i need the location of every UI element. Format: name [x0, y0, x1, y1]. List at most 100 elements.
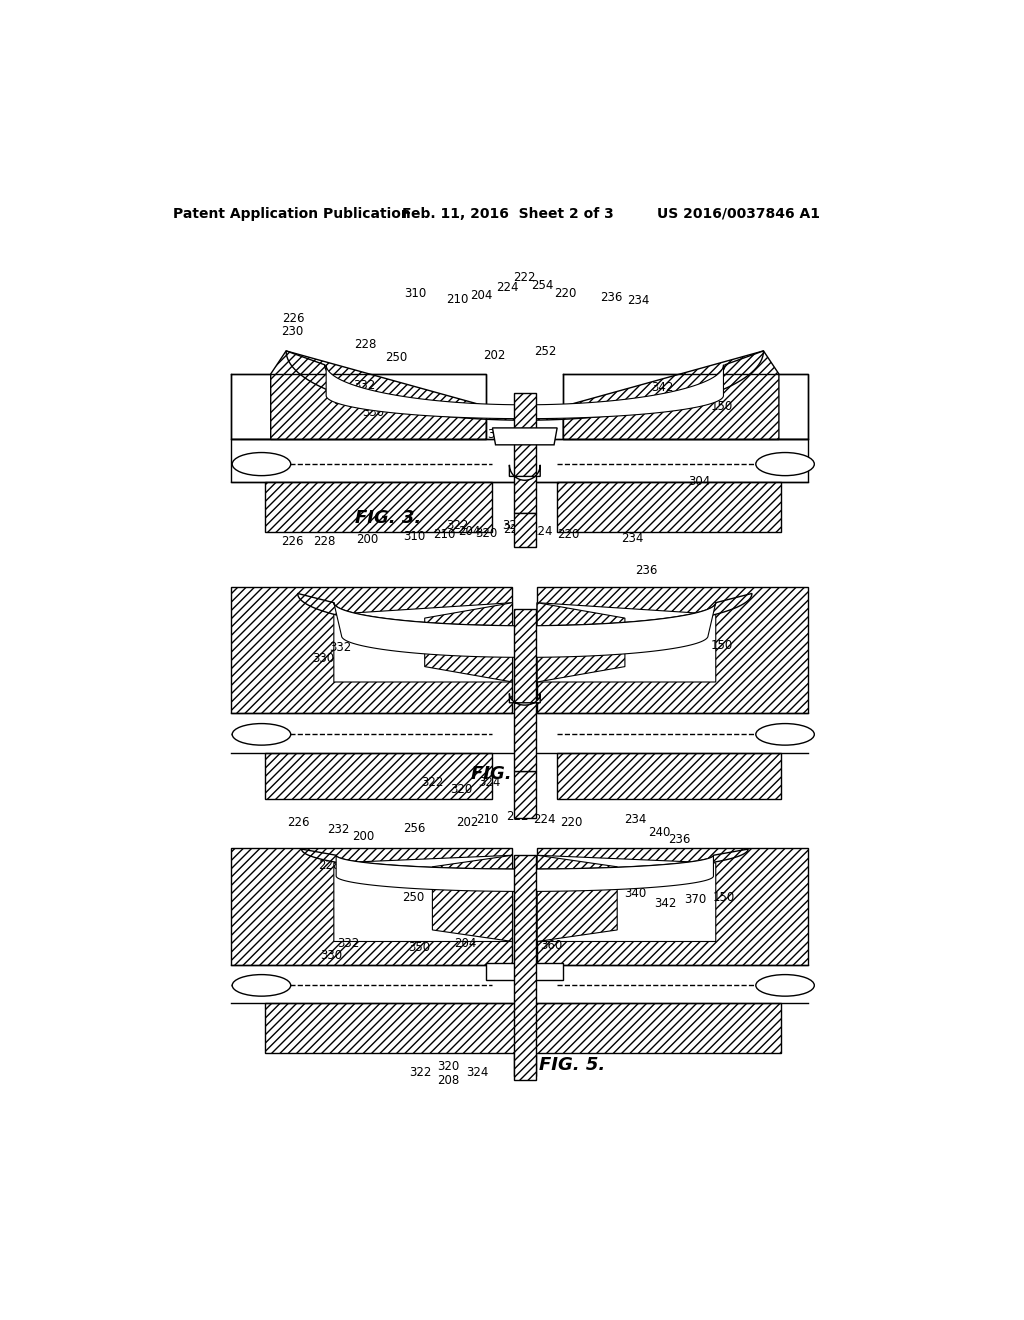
Polygon shape	[265, 752, 493, 799]
Text: 342: 342	[650, 380, 673, 393]
Polygon shape	[270, 351, 486, 440]
Text: 252: 252	[534, 345, 556, 358]
Text: 210: 210	[446, 293, 469, 306]
Text: 332: 332	[337, 937, 359, 950]
Text: 208: 208	[514, 483, 536, 496]
Text: 330: 330	[312, 652, 334, 665]
Text: 340: 340	[624, 887, 646, 900]
Text: 322: 322	[410, 1065, 432, 1078]
Text: FIG. 3.: FIG. 3.	[355, 510, 422, 527]
Text: 150: 150	[711, 639, 733, 652]
Text: 310: 310	[402, 529, 425, 543]
Text: 220: 220	[560, 816, 583, 829]
Polygon shape	[538, 855, 716, 941]
Polygon shape	[509, 693, 541, 705]
Text: 202: 202	[456, 816, 478, 829]
Text: 202: 202	[482, 348, 505, 362]
Polygon shape	[514, 771, 536, 818]
Text: 254: 254	[531, 279, 554, 292]
Text: 342: 342	[654, 898, 677, 911]
Text: 304: 304	[688, 475, 710, 488]
Polygon shape	[538, 587, 808, 713]
Polygon shape	[514, 855, 536, 1080]
Polygon shape	[230, 847, 512, 965]
Text: 222: 222	[514, 271, 536, 284]
Polygon shape	[557, 752, 781, 799]
Text: 226: 226	[287, 816, 309, 829]
Text: 208: 208	[514, 739, 536, 751]
Text: 370: 370	[684, 892, 707, 906]
Text: 232: 232	[328, 824, 349, 837]
Ellipse shape	[232, 453, 291, 475]
Ellipse shape	[756, 974, 814, 997]
Text: Feb. 11, 2016  Sheet 2 of 3: Feb. 11, 2016 Sheet 2 of 3	[402, 207, 613, 220]
Text: 360: 360	[541, 939, 563, 952]
Text: 200: 200	[356, 533, 379, 546]
Text: 234: 234	[622, 532, 644, 545]
Text: FIG. 4.: FIG. 4.	[471, 766, 538, 783]
Polygon shape	[563, 351, 779, 440]
Text: 320: 320	[451, 783, 473, 796]
Text: FIG. 5.: FIG. 5.	[539, 1056, 605, 1074]
Text: 256: 256	[403, 822, 426, 834]
Polygon shape	[265, 1003, 781, 1053]
Text: 242: 242	[575, 624, 598, 638]
Text: 150: 150	[711, 400, 733, 413]
Text: 320: 320	[475, 527, 498, 540]
Text: 350: 350	[402, 630, 424, 643]
Polygon shape	[538, 603, 625, 682]
Polygon shape	[336, 855, 714, 891]
Text: 222: 222	[507, 810, 529, 824]
Text: 322: 322	[446, 519, 469, 532]
Text: 240: 240	[648, 825, 671, 838]
Text: 222: 222	[504, 523, 526, 536]
Ellipse shape	[756, 723, 814, 744]
Text: 230: 230	[282, 325, 303, 338]
Polygon shape	[514, 1053, 536, 1076]
Text: 350: 350	[409, 941, 430, 954]
Text: US 2016/0037846 A1: US 2016/0037846 A1	[657, 207, 820, 220]
Text: 332: 332	[352, 379, 375, 392]
Text: 340: 340	[678, 634, 700, 647]
Polygon shape	[538, 855, 617, 941]
Text: 320: 320	[436, 1060, 459, 1073]
Polygon shape	[334, 855, 512, 941]
Text: 224: 224	[497, 281, 519, 294]
Polygon shape	[557, 482, 781, 532]
Polygon shape	[538, 847, 808, 965]
Text: 330: 330	[362, 407, 384, 418]
Text: 236: 236	[601, 290, 623, 304]
Text: 322: 322	[421, 776, 443, 788]
Text: 234: 234	[624, 813, 646, 825]
Text: 332: 332	[329, 640, 351, 653]
Polygon shape	[514, 609, 536, 771]
Text: 226: 226	[283, 312, 305, 325]
Text: 150: 150	[713, 891, 734, 904]
Polygon shape	[486, 964, 563, 979]
Text: 236: 236	[669, 833, 691, 846]
Polygon shape	[538, 603, 716, 682]
Polygon shape	[286, 351, 764, 420]
Text: 210: 210	[476, 813, 499, 825]
Text: 324: 324	[466, 1065, 488, 1078]
Text: Patent Application Publication: Patent Application Publication	[173, 207, 411, 220]
Polygon shape	[514, 393, 536, 512]
Text: 220: 220	[554, 286, 577, 300]
Text: 310: 310	[404, 286, 427, 300]
Polygon shape	[493, 428, 557, 445]
Text: 250: 250	[479, 622, 502, 635]
Polygon shape	[334, 603, 512, 682]
Text: 250: 250	[402, 891, 424, 904]
Text: 224: 224	[529, 524, 552, 537]
Polygon shape	[230, 587, 512, 713]
Ellipse shape	[756, 453, 814, 475]
Text: 250: 250	[385, 351, 408, 363]
Ellipse shape	[232, 974, 291, 997]
Text: 228: 228	[318, 859, 340, 871]
Polygon shape	[432, 855, 512, 941]
Text: 208: 208	[437, 1073, 460, 1086]
Polygon shape	[230, 374, 486, 440]
Text: 302: 302	[334, 395, 355, 408]
Text: 226: 226	[281, 536, 303, 548]
Text: 210: 210	[433, 528, 455, 541]
